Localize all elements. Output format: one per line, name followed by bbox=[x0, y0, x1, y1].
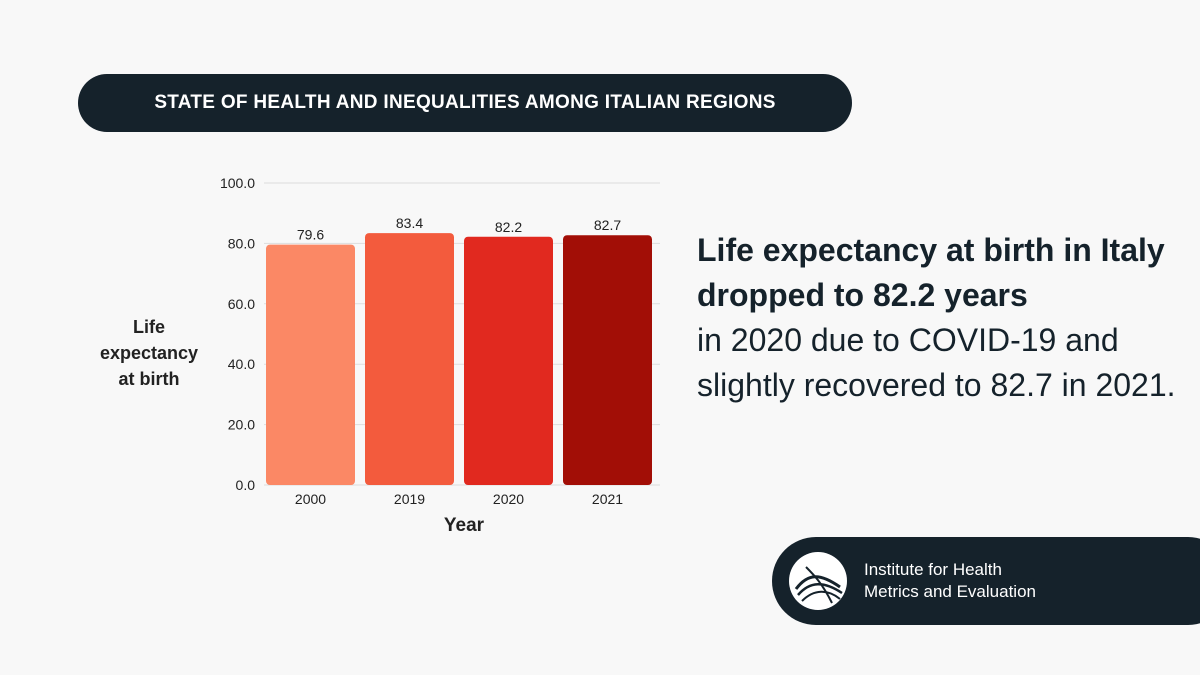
x-tick-label: 2019 bbox=[394, 491, 425, 507]
y-tick-label: 40.0 bbox=[228, 356, 255, 372]
data-label: 82.7 bbox=[594, 217, 621, 233]
x-tick-label: 2021 bbox=[592, 491, 623, 507]
x-axis-title: Year bbox=[444, 515, 485, 536]
life-expectancy-bar-chart: 0.0 20.0 40.0 60.0 80.0 100.0 79.6 2000 83.4 2019… bbox=[100, 175, 660, 536]
header-banner: STATE OF HEALTH AND INEQUALITIES AMONG I… bbox=[78, 74, 852, 132]
y-tick-label: 80.0 bbox=[228, 235, 255, 251]
y-axis-title-line: at birth bbox=[119, 369, 180, 389]
logo-line-1: Institute for Health bbox=[864, 560, 1002, 579]
bar bbox=[563, 235, 652, 485]
y-tick-label: 60.0 bbox=[228, 296, 255, 312]
headline-bold: Life expectancy at birth in Italy droppe… bbox=[697, 232, 1165, 313]
ihme-logo-badge: Institute for Health Metrics and Evaluat… bbox=[772, 537, 1200, 625]
y-tick-label: 0.0 bbox=[236, 477, 256, 493]
headline-rest: in 2020 due to COVID-19 and slightly rec… bbox=[697, 322, 1176, 403]
y-tick-label: 100.0 bbox=[220, 175, 255, 191]
data-label: 79.6 bbox=[297, 227, 324, 243]
y-axis-title-line: Life bbox=[133, 317, 165, 337]
bar bbox=[266, 244, 355, 485]
x-tick-label: 2000 bbox=[295, 491, 326, 507]
bar bbox=[464, 236, 553, 485]
logo-line-2: Metrics and Evaluation bbox=[864, 582, 1036, 601]
bar bbox=[365, 233, 454, 485]
ihme-logo-icon bbox=[789, 552, 847, 610]
data-label: 83.4 bbox=[396, 215, 423, 231]
headline-text: Life expectancy at birth in Italy droppe… bbox=[697, 228, 1177, 408]
y-axis-title-line: expectancy bbox=[100, 343, 198, 363]
y-tick-label: 20.0 bbox=[228, 417, 255, 433]
header-title: STATE OF HEALTH AND INEQUALITIES AMONG I… bbox=[154, 92, 776, 113]
ihme-logo-text: Institute for Health Metrics and Evaluat… bbox=[864, 559, 1036, 603]
data-label: 82.2 bbox=[495, 219, 522, 235]
x-tick-label: 2020 bbox=[493, 491, 524, 507]
